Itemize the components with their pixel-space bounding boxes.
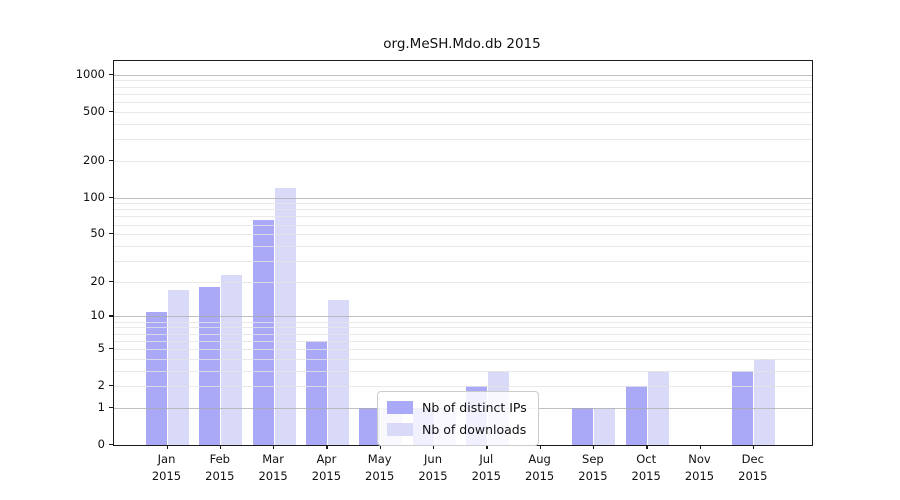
y-tick-label-1000: 1000	[75, 66, 105, 81]
x-tick-label-may: May 2015	[365, 452, 395, 483]
x-tick-mark	[433, 445, 435, 449]
x-tick-label-dec: Dec 2015	[738, 452, 768, 483]
y-tick-mark	[109, 159, 113, 161]
minor-gridline	[114, 340, 812, 342]
minor-gridline	[114, 327, 812, 329]
minor-gridline	[114, 138, 812, 140]
y-tick-mark	[109, 406, 113, 409]
minor-gridline	[114, 80, 812, 82]
x-tick-mark	[326, 445, 328, 449]
minor-gridline	[114, 224, 812, 226]
legend-item-distinct-ips: Nb of distinct IPs	[387, 400, 527, 415]
major-gridline	[114, 316, 812, 318]
bar-may-distinct-ips	[359, 407, 381, 445]
major-gridline	[114, 74, 812, 76]
y-tick-mark	[109, 196, 113, 198]
major-gridline	[114, 197, 812, 199]
x-tick-label-jun: Jun 2015	[418, 452, 448, 483]
minor-gridline	[114, 123, 812, 125]
legend-swatch-distinct-ips	[387, 401, 413, 414]
bar-feb-downloads	[221, 274, 243, 445]
x-tick-mark	[752, 445, 755, 449]
plot-area: Nb of distinct IPs Nb of downloads	[113, 60, 813, 446]
x-tick-mark	[379, 445, 382, 449]
bar-sep-distinct-ips	[572, 407, 594, 445]
minor-gridline	[114, 216, 812, 218]
y-tick-mark	[109, 385, 113, 387]
y-tick-label-100: 100	[83, 189, 105, 204]
x-tick-label-jan: Jan 2015	[151, 452, 182, 483]
x-tick-label-aug: Aug 2015	[524, 452, 555, 483]
y-tick-mark	[109, 444, 113, 446]
y-tick-label-200: 200	[83, 152, 105, 167]
bar-dec-downloads	[754, 358, 776, 445]
x-tick-mark	[273, 445, 275, 449]
legend-item-downloads: Nb of downloads	[387, 422, 527, 437]
y-tick-label-0: 0	[97, 437, 105, 451]
x-tick-mark	[646, 445, 648, 449]
minor-gridline	[114, 386, 812, 388]
legend-label-downloads: Nb of downloads	[422, 422, 527, 437]
minor-gridline	[114, 203, 812, 205]
legend-label-distinct-ips: Nb of distinct IPs	[422, 400, 527, 415]
minor-gridline	[114, 333, 812, 335]
minor-gridline	[114, 101, 812, 103]
y-tick-mark	[109, 347, 113, 350]
x-tick-mark	[539, 445, 541, 449]
y-tick-label-2: 2	[97, 378, 105, 393]
y-tick-label-10: 10	[90, 308, 105, 323]
y-tick-label-20: 20	[90, 273, 105, 288]
minor-gridline	[114, 86, 812, 88]
minor-gridline	[114, 234, 812, 236]
minor-gridline	[114, 111, 812, 113]
bar-jan-distinct-ips	[146, 311, 167, 445]
x-tick-label-apr: Apr 2015	[311, 452, 342, 483]
y-tick-label-50: 50	[90, 226, 105, 241]
minor-gridline	[114, 160, 812, 162]
y-tick-label-500: 500	[83, 103, 105, 118]
bar-sep-downloads	[594, 407, 616, 445]
x-tick-mark	[166, 445, 168, 449]
y-tick-mark	[109, 110, 113, 112]
x-tick-mark	[699, 445, 701, 449]
x-tick-mark	[219, 445, 222, 449]
y-tick-label-5: 5	[97, 340, 105, 355]
bar-mar-distinct-ips	[252, 219, 274, 445]
minor-gridline	[114, 281, 812, 283]
x-tick-mark	[592, 445, 595, 449]
bar-feb-distinct-ips	[199, 287, 221, 445]
minor-gridline	[114, 93, 812, 95]
minor-gridline	[114, 260, 812, 262]
minor-gridline	[114, 209, 812, 211]
bar-jan-downloads	[168, 290, 189, 445]
bar-apr-distinct-ips	[305, 340, 327, 445]
minor-gridline	[114, 358, 812, 360]
y-tick-mark	[109, 233, 113, 235]
y-tick-mark	[109, 73, 113, 75]
minor-gridline	[114, 348, 812, 350]
minor-gridline	[114, 245, 812, 247]
y-tick-mark	[109, 280, 113, 283]
y-tick-label-1: 1	[97, 399, 105, 414]
x-tick-label-mar: Mar 2015	[258, 452, 288, 483]
legend: Nb of distinct IPs Nb of downloads	[377, 391, 539, 446]
x-tick-label-oct: Oct 2015	[631, 452, 661, 483]
minor-gridline	[114, 370, 812, 372]
x-tick-label-sep: Sep 2015	[578, 452, 608, 483]
x-tick-label-nov: Nov 2015	[684, 452, 715, 483]
x-tick-mark	[486, 445, 488, 449]
bar-oct-distinct-ips	[625, 386, 647, 445]
legend-swatch-downloads	[387, 423, 413, 436]
x-tick-label-jul: Jul 2015	[471, 452, 501, 483]
y-tick-mark	[109, 315, 113, 317]
minor-gridline	[114, 321, 812, 323]
x-tick-label-feb: Feb 2015	[205, 452, 235, 483]
chart-title: org.MeSH.Mdo.db 2015	[383, 36, 541, 52]
